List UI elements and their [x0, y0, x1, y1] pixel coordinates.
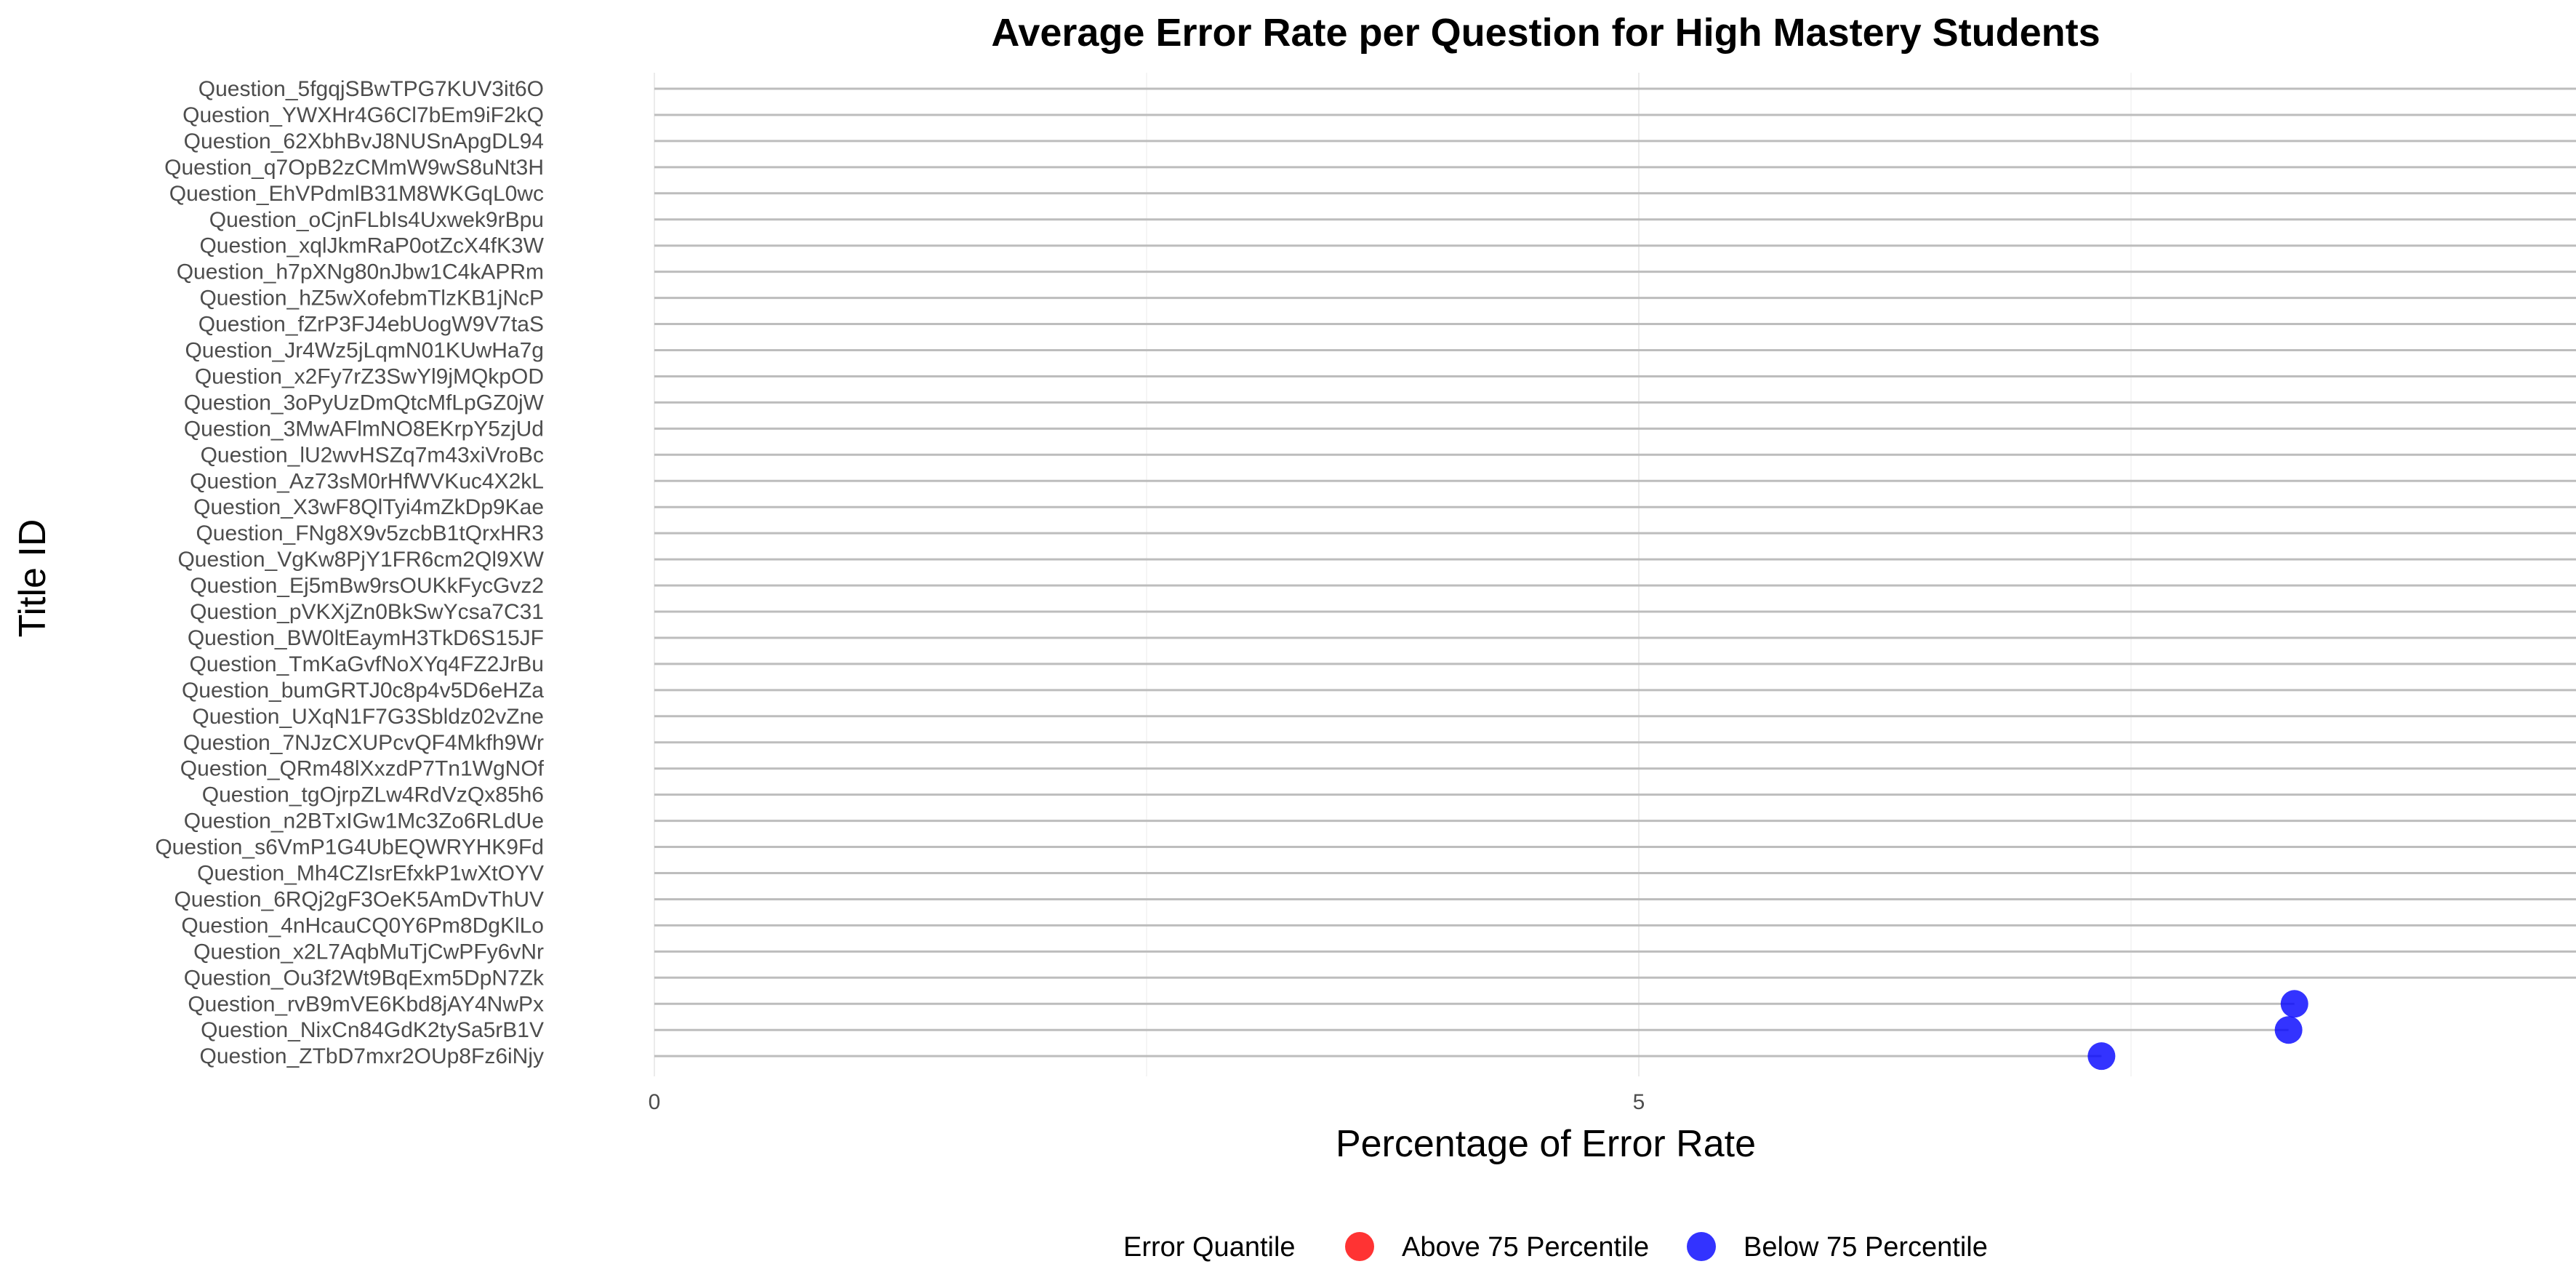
y-axis-label: Title ID [12, 519, 54, 638]
grid-lines [654, 73, 2132, 1076]
y-tick-label: Question_62XbhBvJ8NUSnApgDL94 [184, 129, 544, 153]
y-tick-label: Question_NixCn84GdK2tySa5rB1V [201, 1018, 544, 1042]
y-tick-label: Question_UXqN1F7G3Sbldz02vZne [192, 705, 544, 729]
y-tick-label: Question_h7pXNg80nJbw1C4kAPRm [177, 260, 544, 284]
y-tick-label: Question_7NJzCXUPcvQF4Mkfh9Wr [183, 731, 544, 755]
y-tick-label: Question_6RQj2gF3OeK5AmDvThUV [174, 887, 544, 911]
y-tick-label: Question_Az73sM0rHfWVKuc4X2kL [190, 469, 544, 493]
y-tick-label: Question_bumGRTJ0c8p4v5D6eHZa [182, 679, 544, 703]
y-tick-label: Question_TmKaGvfNoXYq4FZ2JrBu [190, 652, 544, 676]
data-point [2087, 1042, 2116, 1071]
y-tick-label: Question_4nHcauCQ0Y6Pm8DgKlLo [181, 913, 544, 937]
y-tick-label: Question_BW0ltEaymH3TkD6S15JF [188, 626, 544, 650]
y-tick-label: Question_3MwAFlmNO8EKrpY5zjUd [184, 417, 544, 441]
y-tick-label: Question_YWXHr4G6Cl7bEm9iF2kQ [182, 103, 544, 127]
data-points [2087, 990, 2308, 1071]
legend: Error Quantile Above 75 Percentile Below … [1123, 1232, 1988, 1263]
legend-label: Above 75 Percentile [1402, 1232, 1649, 1263]
data-point [2280, 990, 2308, 1018]
y-tick-label: Question_Ou3f2Wt9BqExm5DpN7Zk [184, 966, 545, 990]
legend-label: Below 75 Percentile [1744, 1232, 1988, 1263]
legend-title: Error Quantile [1123, 1232, 1296, 1263]
y-tick-label: Question_ZTbD7mxr2OUp8Fz6iNjy [200, 1044, 544, 1068]
y-tick-label: Question_x2Fy7rZ3SwYl9jMQkpOD [195, 364, 544, 388]
y-tick-label: Question_EhVPdmlB31M8WKGqL0wc [169, 182, 544, 206]
legend-entries: Above 75 Percentile Below 75 Percentile [1345, 1232, 1988, 1263]
x-axis-tick-labels: 051015 [649, 1090, 1645, 1114]
legend-swatch [1687, 1232, 1716, 1261]
y-tick-label: Question_x2L7AqbMuTjCwPFy6vNr [193, 940, 544, 964]
y-tick-label: Question_s6VmP1G4UbEQWRYHK9Fd [155, 836, 544, 860]
y-tick-label: Question_tgOjrpZLw4RdVzQx85h6 [202, 783, 544, 807]
y-tick-label: Question_rvB9mVE6Kbd8jAY4NwPx [188, 992, 544, 1016]
legend-swatch [1345, 1232, 1374, 1261]
data-point [2274, 1016, 2303, 1044]
y-tick-label: Question_QRm48lXxzdP7Tn1WgNOf [180, 757, 545, 781]
y-tick-label: Question_3oPyUzDmQtcMfLpGZ0jW [184, 391, 545, 415]
y-tick-label: Question_Jr4Wz5jLqmN01KUwHa7g [185, 339, 544, 363]
y-tick-label: Question_lU2wvHSZq7m43xiVroBc [201, 443, 544, 467]
y-tick-label: Question_fZrP3FJ4ebUogW9V7taS [198, 313, 544, 337]
y-tick-label: Question_Ej5mBw9rsOUKkFycGvz2 [190, 574, 544, 598]
y-tick-label: Question_hZ5wXofebmTlzKB1jNcP [199, 287, 544, 311]
y-tick-label: Question_oCjnFLbIs4Uxwek9rBpu [209, 208, 544, 232]
x-axis-label: Percentage of Error Rate [1336, 1123, 1756, 1165]
x-tick-label: 5 [1633, 1090, 1645, 1114]
y-axis-tick-labels: Question_5fgqjSBwTPG7KUV3it6OQuestion_YW… [155, 77, 545, 1068]
y-tick-label: Question_pVKXjZn0BkSwYcsa7C31 [190, 600, 544, 624]
y-tick-label: Question_5fgqjSBwTPG7KUV3it6O [198, 77, 544, 101]
y-tick-label: Question_VgKw8PjY1FR6cm2Ql9XW [177, 548, 544, 572]
x-tick-label: 0 [649, 1090, 661, 1114]
y-tick-label: Question_X3wF8QlTyi4mZkDp9Kae [193, 495, 544, 519]
y-tick-label: Question_q7OpB2zCMmW9wS8uNt3H [164, 156, 544, 180]
lollipop-stems [654, 87, 2576, 1057]
y-tick-label: Question_xqlJkmRaP0otZcX4fK3W [199, 234, 544, 258]
y-tick-label: Question_Mh4CZIsrEfxkP1wXtOYV [197, 862, 544, 886]
y-tick-label: Question_FNg8X9v5zcbB1tQrxHR3 [196, 521, 544, 545]
y-tick-label: Question_n2BTxIGw1Mc3Zo6RLdUe [184, 809, 544, 833]
chart-title: Average Error Rate per Question for High… [991, 11, 2100, 55]
